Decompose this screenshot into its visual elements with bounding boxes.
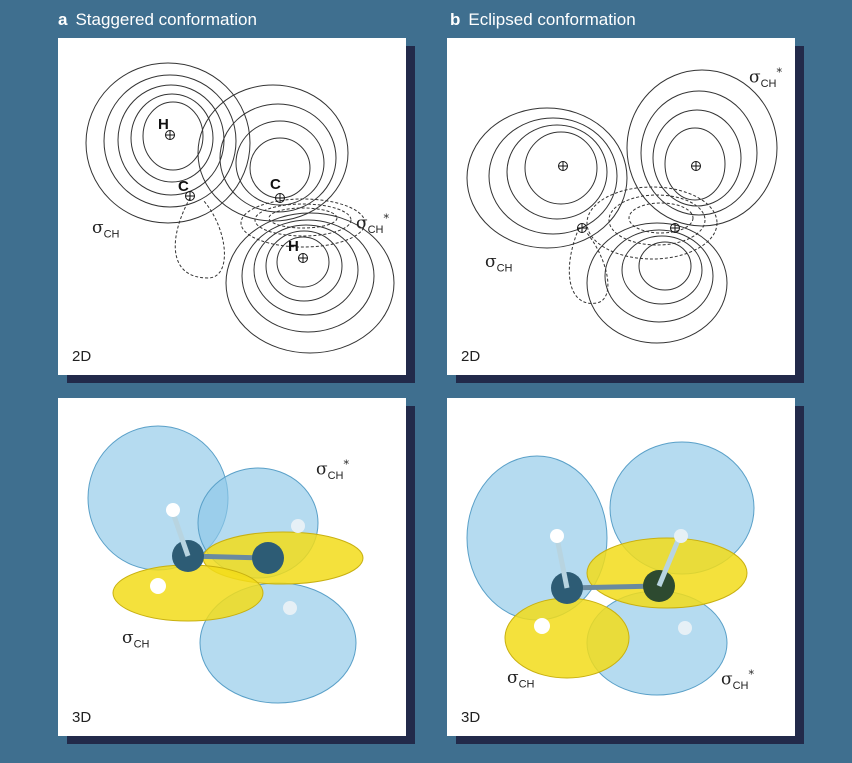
orbital-render-eclipsed [466, 441, 755, 696]
contour-lobe-right-top [626, 69, 778, 227]
sigma-ch-star-label: σCH* [356, 212, 389, 236]
sigma-subscript: CH [518, 678, 535, 691]
panel-eclipsed-3d: σCH σCH* 3D [447, 398, 795, 736]
sigma-subscript: CH [133, 638, 150, 651]
panel-dimension-label: 3D [72, 709, 92, 726]
sigma-ch-star-label: σCH* [721, 668, 754, 692]
sigma-ch-label: σCH [122, 628, 150, 650]
contour-plot-staggered [85, 62, 395, 354]
sigma-star: * [343, 458, 350, 471]
sigma-symbol: σ [92, 218, 104, 238]
nucleus-markers [165, 130, 308, 263]
column-title-b: b Eclipsed conformation [450, 10, 636, 30]
sigma-symbol: σ [507, 668, 519, 688]
nucleus-markers [558, 161, 701, 233]
sigma-ch-label: σCH [92, 218, 120, 240]
panel-dimension-label: 3D [461, 709, 481, 726]
contour-plot-eclipsed [466, 69, 778, 344]
sigma-ch-label: σCH [485, 252, 513, 274]
sigma-symbol: σ [485, 252, 497, 272]
contour-lobe-bottom [225, 212, 395, 354]
sigma-star: * [776, 66, 783, 79]
sigma-star: * [748, 668, 755, 681]
sigma-subscript: CH [760, 78, 777, 91]
column-heading-b: Eclipsed conformation [468, 10, 636, 29]
column-heading-a: Staggered conformation [75, 10, 257, 29]
atom-label-c-left: C [178, 178, 189, 195]
sigma-star: * [383, 212, 390, 225]
sigma-subscript: CH [732, 680, 749, 693]
atom-label-h-bottom: H [288, 238, 299, 255]
molecule-atoms [150, 503, 305, 615]
panel-dimension-label: 2D [72, 348, 92, 365]
panel-eclipsed-2d: σCH σCH* 2D [447, 38, 795, 375]
column-title-a: a Staggered conformation [58, 10, 257, 30]
sigma-symbol: σ [749, 67, 761, 88]
orbital-render-staggered [87, 425, 364, 704]
contour-lobe-bottom [586, 222, 728, 344]
contour-dashed [174, 197, 366, 279]
atom-label-h-top: H [158, 116, 169, 133]
sigma-subscript: CH [496, 262, 513, 275]
panel-staggered-2d: H C C H σCH σCH* 2D [58, 38, 406, 375]
contour-lobe-left [466, 107, 628, 249]
column-letter-b: b [450, 10, 461, 29]
sigma-subscript: CH [103, 228, 120, 241]
sigma-subscript: CH [327, 470, 344, 483]
panel-staggered-3d: σCH* σCH 3D [58, 398, 406, 736]
sigma-symbol: σ [316, 459, 328, 480]
sigma-ch-star-label: σCH* [316, 458, 349, 482]
sigma-subscript: CH [367, 224, 384, 237]
molecule-atoms [534, 529, 692, 635]
sigma-ch-star-label: σCH* [749, 66, 782, 90]
panel-dimension-label: 2D [461, 348, 481, 365]
sigma-symbol: σ [122, 628, 134, 648]
sigma-symbol: σ [721, 669, 733, 690]
column-letter-a: a [58, 10, 68, 29]
sigma-ch-label: σCH [507, 668, 535, 690]
contour-dashed [568, 186, 718, 304]
contour-lobe-left [85, 62, 251, 224]
atom-label-c-right: C [270, 176, 281, 193]
sigma-symbol: σ [356, 213, 368, 234]
contour-lobe-center [197, 84, 349, 222]
